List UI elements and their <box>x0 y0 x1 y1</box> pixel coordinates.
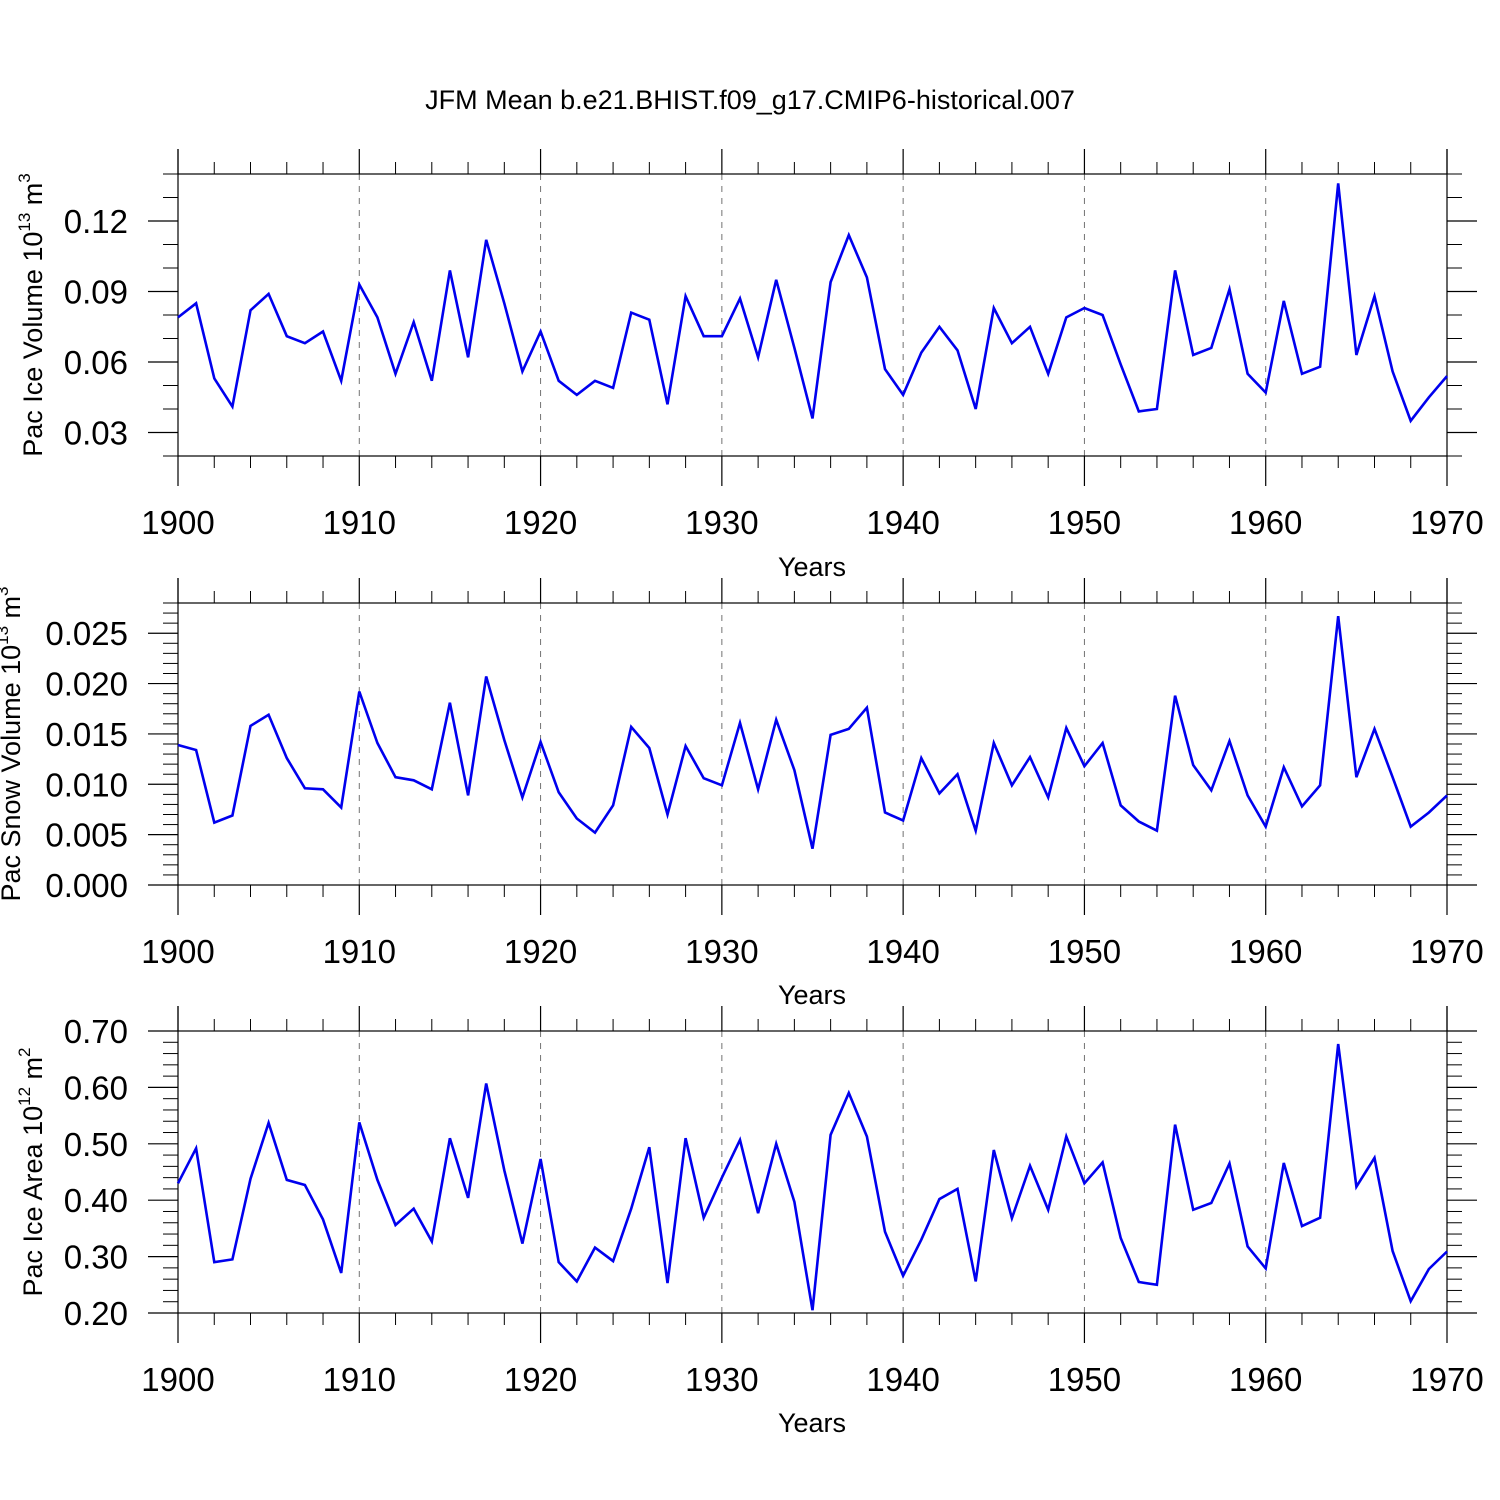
x-tick-label: 1940 <box>866 1361 939 1398</box>
x-tick-label: 1910 <box>323 504 396 541</box>
y-tick-label: 0.005 <box>45 817 128 854</box>
x-axis-title: Years <box>778 980 846 1010</box>
x-tick-label: 1950 <box>1048 504 1121 541</box>
y-tick-label: 0.000 <box>45 867 128 904</box>
x-tick-labels: 1900 1910 1920 1930 1940 1950 1960 1970 <box>141 1361 1483 1398</box>
y-tick-label: 0.020 <box>45 666 128 703</box>
x-tick-label: 1930 <box>685 933 758 970</box>
x-tick-label: 1900 <box>141 504 214 541</box>
tick-marks <box>148 578 1477 915</box>
y-axis-title: Pac Snow Volume 1013 m3 <box>0 586 26 901</box>
y-tick-labels: 0.03 0.06 0.09 0.12 <box>64 203 128 452</box>
y-tick-labels: 0.000 0.005 0.010 0.015 0.020 0.025 <box>45 615 128 904</box>
x-tick-label: 1900 <box>141 1361 214 1398</box>
panel-ice-area: 1900 1910 1920 1930 1940 1950 1960 1970 0.20 0.3… <box>15 1006 1484 1438</box>
x-tick-label: 1950 <box>1048 1361 1121 1398</box>
x-tick-label: 1920 <box>504 1361 577 1398</box>
x-tick-label: 1970 <box>1410 504 1483 541</box>
y-tick-label: 0.06 <box>64 344 128 381</box>
y-tick-label: 0.010 <box>45 766 128 803</box>
plot-frame <box>177 1030 1448 1314</box>
y-tick-label: 0.09 <box>64 274 128 311</box>
x-tick-label: 1960 <box>1229 504 1302 541</box>
x-tick-label: 1920 <box>504 504 577 541</box>
x-tick-label: 1960 <box>1229 933 1302 970</box>
y-tick-label: 0.40 <box>64 1182 128 1219</box>
x-tick-labels: 1900 1910 1920 1930 1940 1950 1960 1970 <box>141 504 1483 541</box>
x-tick-label: 1950 <box>1048 933 1121 970</box>
x-tick-label: 1920 <box>504 933 577 970</box>
x-tick-label: 1930 <box>685 1361 758 1398</box>
figure-title: JFM Mean b.e21.BHIST.f09_g17.CMIP6-histo… <box>425 85 1075 115</box>
x-tick-label: 1970 <box>1410 1361 1483 1398</box>
series-line-pac-snow-volume <box>177 615 1448 849</box>
x-tick-label: 1940 <box>866 933 939 970</box>
tick-marks <box>148 149 1477 486</box>
y-axis-title: Pac Ice Area 1012 m2 <box>15 1047 48 1296</box>
y-tick-label: 0.60 <box>64 1069 128 1106</box>
y-tick-label: 0.70 <box>64 1013 128 1050</box>
series-line-pac-ice-volume <box>177 183 1448 424</box>
y-tick-label: 0.12 <box>64 203 128 240</box>
y-tick-label: 0.03 <box>64 415 128 452</box>
x-tick-label: 1940 <box>866 504 939 541</box>
y-axis-title: Pac Ice Volume 1013 m3 <box>15 173 48 457</box>
x-tick-label: 1910 <box>323 933 396 970</box>
y-tick-label: 0.025 <box>45 615 128 652</box>
series-line-pac-ice-area <box>176 1043 1448 1311</box>
y-tick-label: 0.015 <box>45 716 128 753</box>
x-tick-label: 1970 <box>1410 933 1483 970</box>
x-tick-label: 1960 <box>1229 1361 1302 1398</box>
x-axis-title: Years <box>778 1408 846 1438</box>
x-axis-title: Years <box>778 552 846 582</box>
panel-snow-volume: 1900 1910 1920 1930 1940 1950 1960 1970 0.0000.… <box>0 578 1484 1010</box>
y-tick-label: 0.30 <box>64 1239 128 1276</box>
y-tick-label: 0.20 <box>64 1295 128 1332</box>
x-tick-label: 1910 <box>323 1361 396 1398</box>
y-tick-labels: 0.20 0.30 0.40 0.50 0.60 0.70 <box>64 1013 128 1332</box>
x-tick-labels: 1900 1910 1920 1930 1940 1950 1960 1970 <box>141 933 1483 970</box>
tick-marks <box>148 1006 1477 1343</box>
x-tick-label: 1900 <box>141 933 214 970</box>
panel-ice-volume: 1900 1910 1920 1930 1940 1950 1960 1970 0.030.0… <box>15 149 1484 582</box>
y-tick-label: 0.50 <box>64 1126 128 1163</box>
x-gridlines <box>358 1031 1267 1313</box>
x-tick-label: 1930 <box>685 504 758 541</box>
